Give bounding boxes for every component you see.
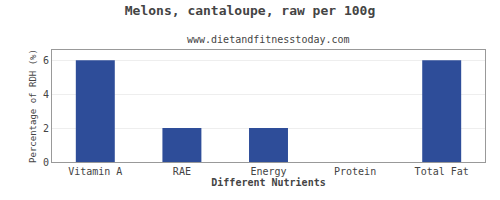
svg-text:4: 4 — [43, 89, 49, 100]
svg-text:Energy: Energy — [250, 166, 286, 177]
svg-text:RAE: RAE — [173, 166, 191, 177]
svg-text:6: 6 — [43, 55, 49, 66]
svg-text:Melons, cantaloupe, raw per 10: Melons, cantaloupe, raw per 100g — [125, 3, 375, 18]
svg-text:Vitamin A: Vitamin A — [68, 166, 122, 177]
svg-text:2: 2 — [43, 123, 49, 134]
svg-text:Different Nutrients: Different Nutrients — [211, 177, 325, 188]
svg-text:Protein: Protein — [334, 166, 376, 177]
svg-text:Percentage of RDH (%): Percentage of RDH (%) — [28, 49, 38, 163]
svg-text:0: 0 — [43, 157, 49, 168]
svg-text:www.dietandfitnesstoday.com: www.dietandfitnesstoday.com — [187, 34, 350, 45]
svg-text:Total Fat: Total Fat — [415, 166, 469, 177]
